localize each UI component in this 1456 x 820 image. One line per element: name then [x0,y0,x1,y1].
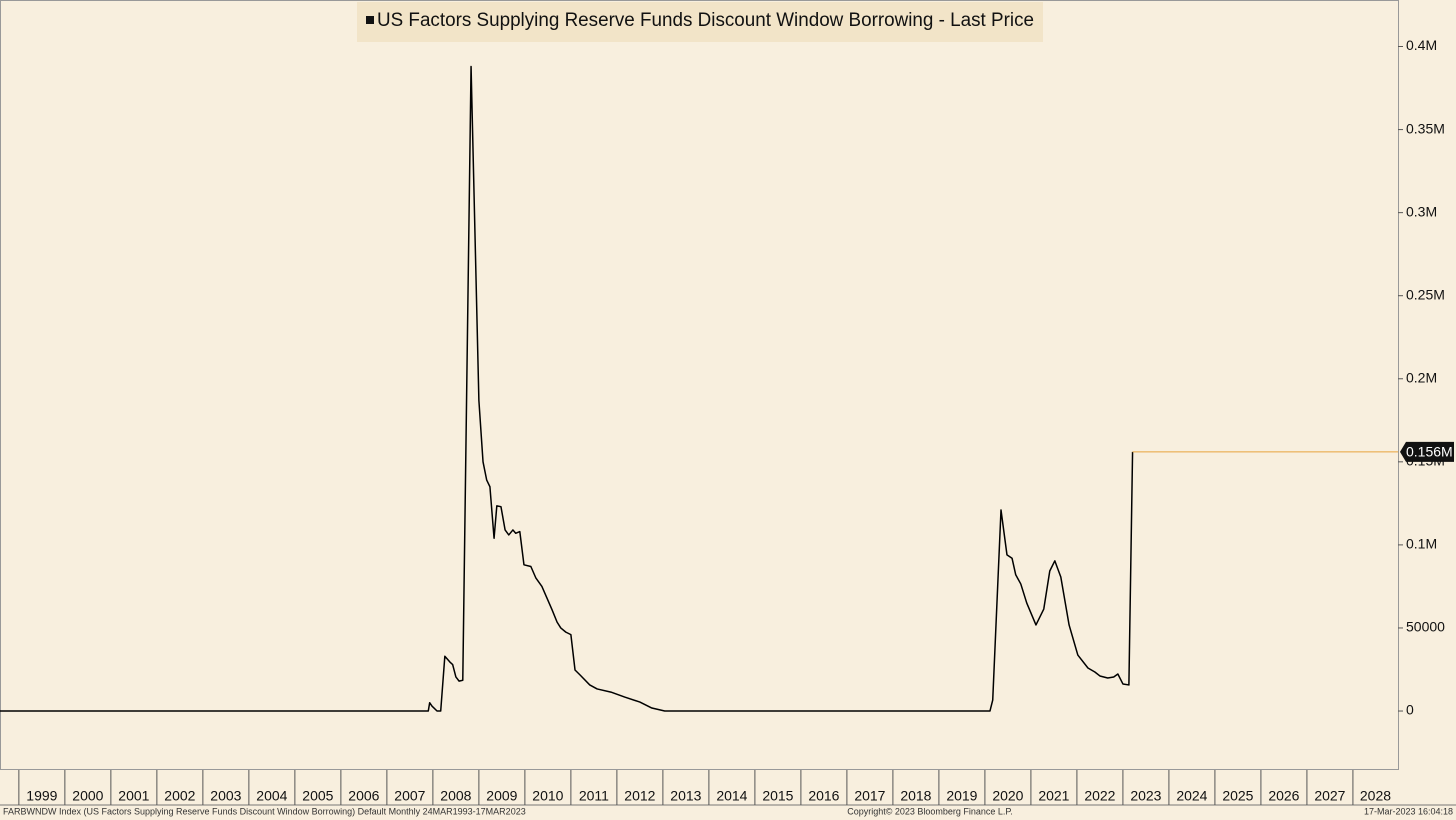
plot-frame [0,0,1399,770]
legend-label: US Factors Supplying Reserve Funds Disco… [377,10,1034,31]
x-tick-label: 2022 [1084,788,1115,804]
y-tick-label: 0.1M [1406,536,1437,552]
x-tick-label: 2002 [164,788,195,804]
x-tick-label: 2001 [118,788,149,804]
x-tick-label: 2018 [900,788,931,804]
x-tick-label: 2019 [946,788,977,804]
x-tick-label: 2005 [302,788,333,804]
legend-swatch [366,16,374,24]
x-tick-label: 2024 [1176,788,1207,804]
footer-right: 17-Mar-2023 16:04:18 [1364,806,1453,816]
y-tick-label: 0.35M [1406,120,1445,136]
x-tick-label: 2010 [532,788,563,804]
x-tick-label: 2006 [348,788,379,804]
x-tick-label: 2004 [256,788,287,804]
y-tick-label: 0.4M [1406,37,1437,53]
y-tick-label: 0.25M [1406,286,1445,302]
last-price-label: 0.156M [1406,444,1453,460]
x-tick-label: 2009 [486,788,517,804]
series-line [0,65,1134,712]
x-tick-label: 2015 [762,788,793,804]
x-tick-label: 2020 [992,788,1023,804]
x-tick-label: 2028 [1360,788,1391,804]
y-tick-label: 0 [1406,702,1414,718]
x-tick-label: 2008 [440,788,471,804]
x-tick-label: 2025 [1222,788,1253,804]
x-tick-label: 2017 [854,788,885,804]
footer-center: Copyright© 2023 Bloomberg Finance L.P. [847,806,1013,816]
x-tick-label: 2026 [1268,788,1299,804]
x-tick-label: 2012 [624,788,655,804]
x-tick-label: 2021 [1038,788,1069,804]
x-tick-label: 2007 [394,788,425,804]
x-tick-label: 2027 [1314,788,1345,804]
x-tick-label: 2011 [579,788,609,804]
legend-box [357,2,1043,42]
x-tick-label: 2013 [670,788,701,804]
x-tick-label: 2003 [210,788,241,804]
x-tick-label: 2016 [808,788,839,804]
y-tick-label: 0.3M [1406,203,1437,219]
x-tick-label: 2014 [716,788,747,804]
y-tick-label: 0.2M [1406,369,1437,385]
x-tick-label: 2023 [1130,788,1161,804]
y-tick-label: 50000 [1406,619,1445,635]
x-tick-label: 1999 [26,788,57,804]
footer-left: FARBWNDW Index (US Factors Supplying Res… [3,806,526,816]
last-price-tag [1400,441,1454,462]
x-tick-label: 2000 [72,788,103,804]
